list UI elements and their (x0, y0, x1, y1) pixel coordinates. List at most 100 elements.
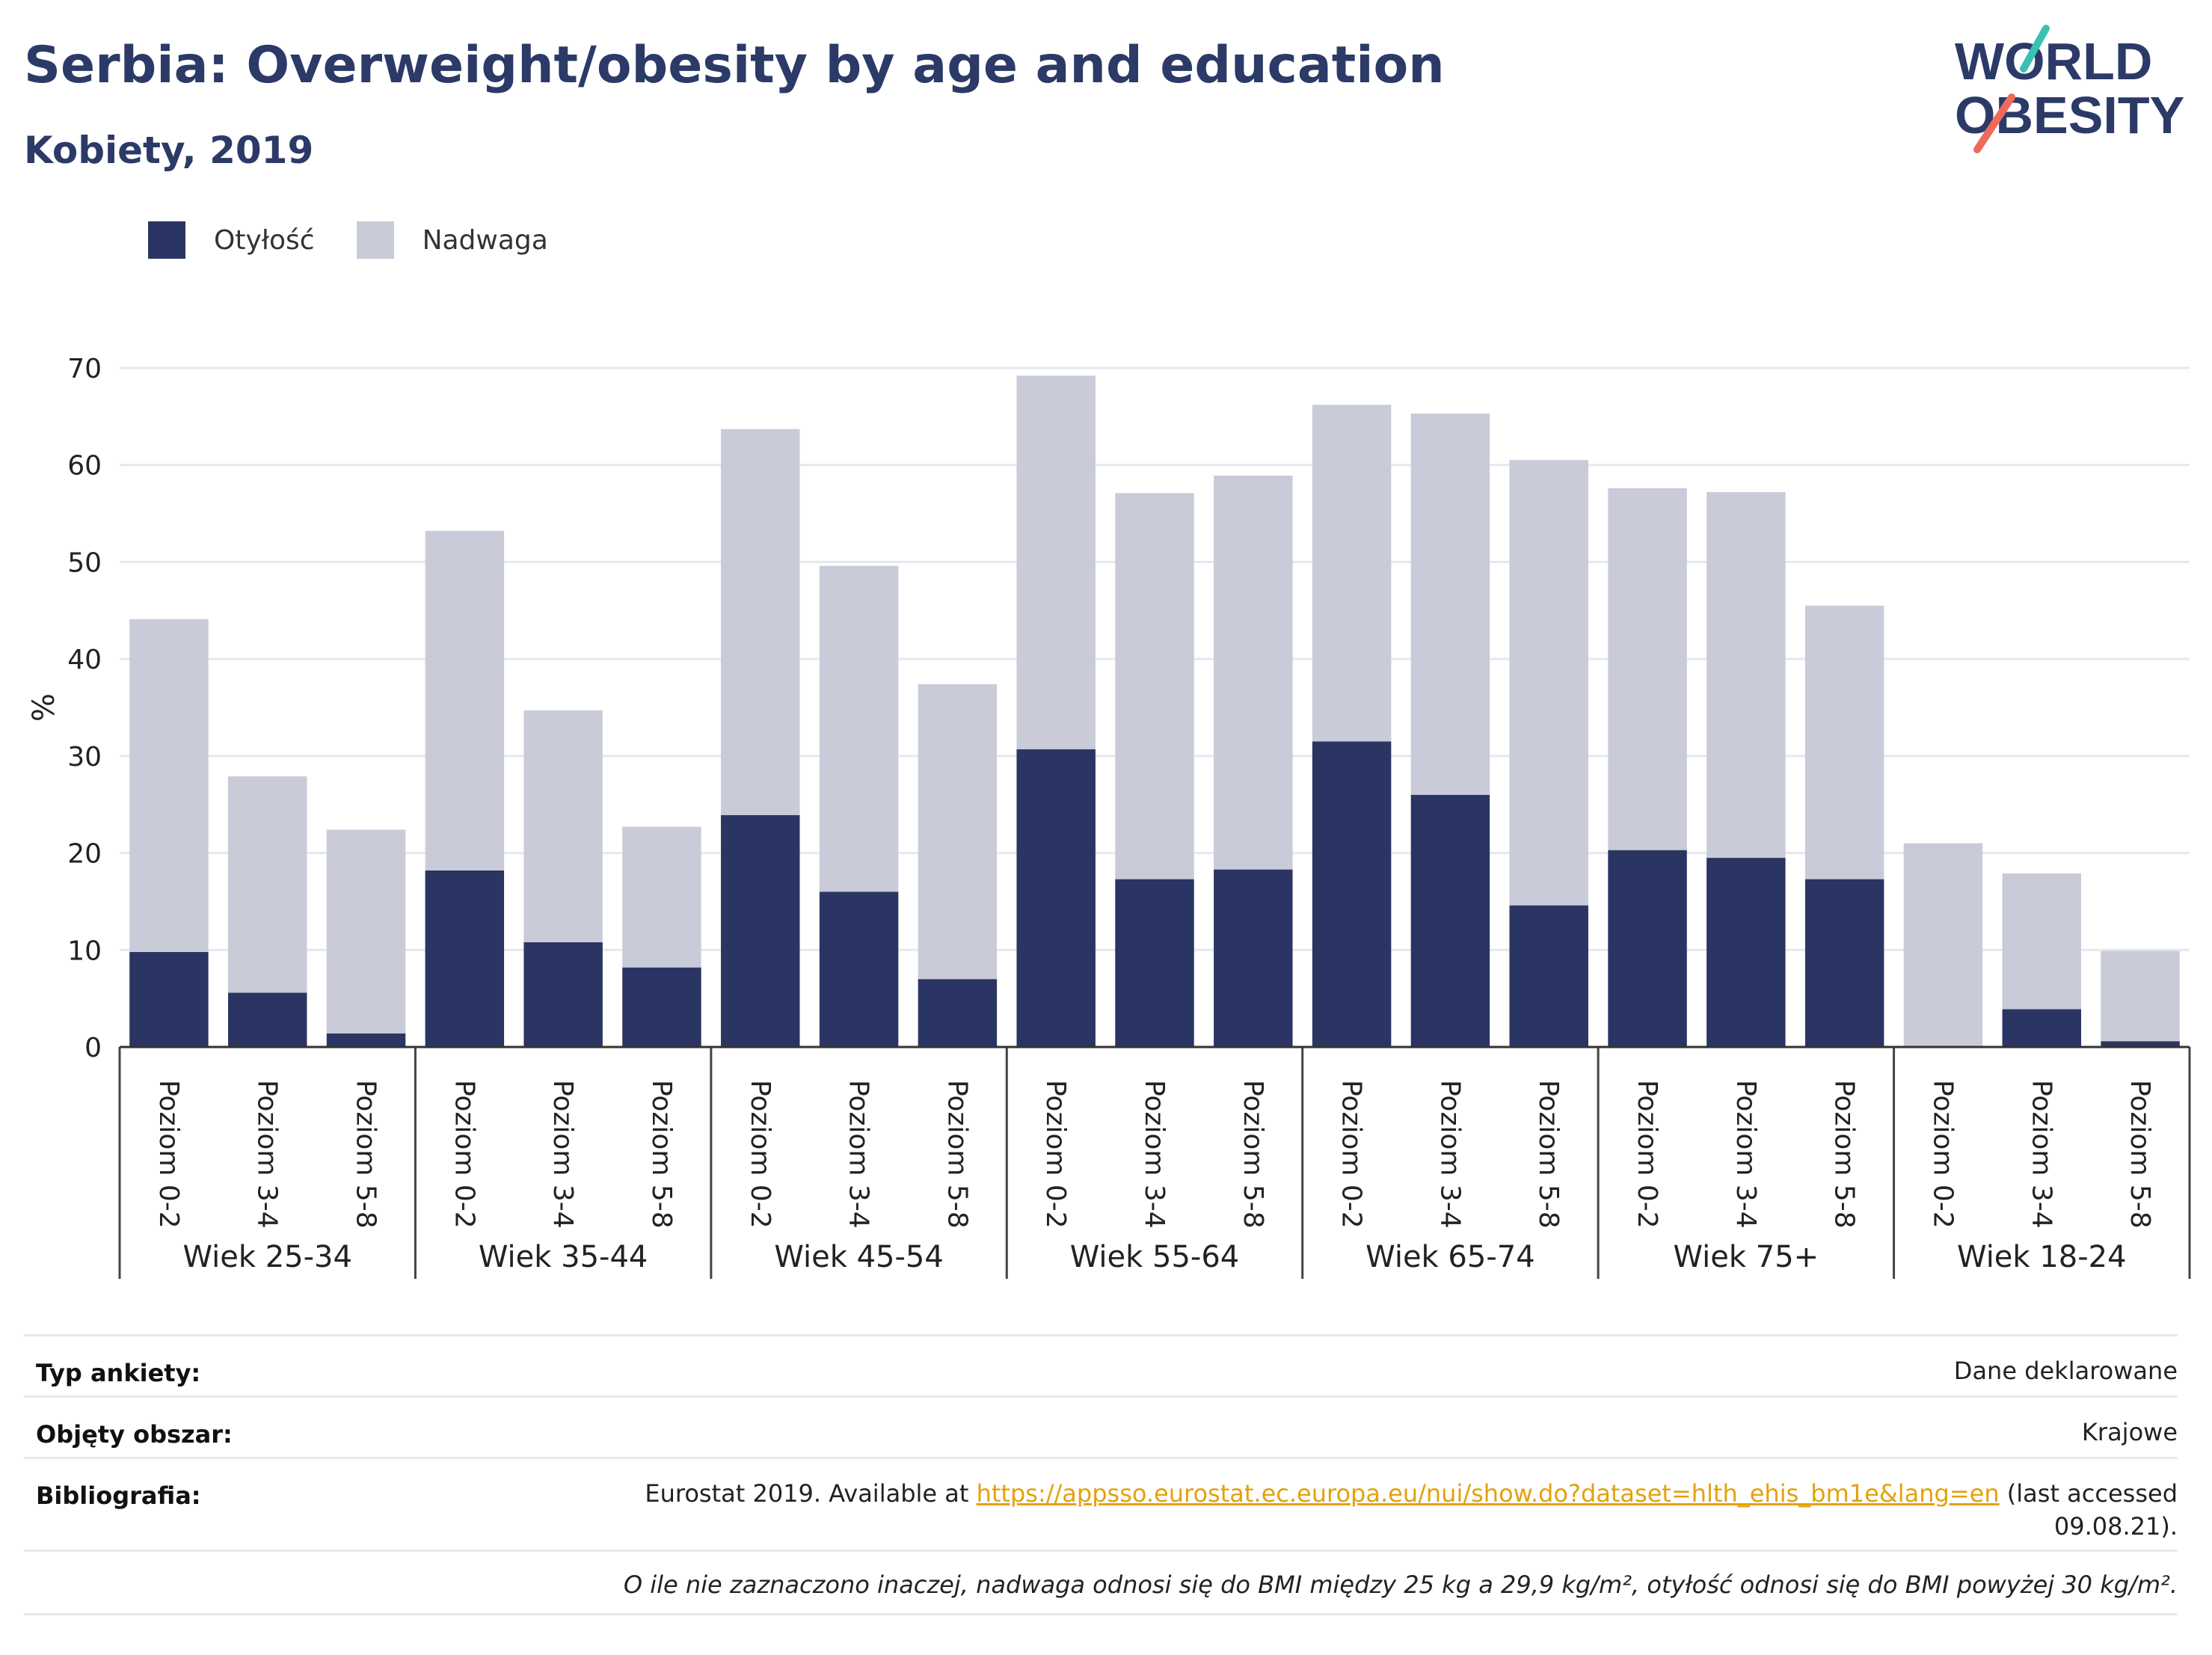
bar-overweight (1608, 488, 1687, 850)
legend-swatch-overweight (356, 221, 394, 259)
category-label: Poziom 3-4 (1730, 1080, 1761, 1229)
category-label: Poziom 0-2 (745, 1080, 775, 1229)
bar-obesity (622, 967, 701, 1047)
group-label: Wiek 65-74 (1365, 1240, 1535, 1274)
bar-overweight (721, 429, 800, 815)
bar-obesity (1608, 850, 1687, 1047)
bar-overweight (918, 684, 998, 980)
bar-overweight (129, 618, 209, 952)
logo-line1: WORLD (1955, 32, 2152, 90)
group-label: Wiek 55-64 (1070, 1240, 1240, 1274)
bar-overweight (425, 530, 505, 871)
group-label: Wiek 18-24 (1957, 1240, 2127, 1274)
survey-label: Typ ankiety: (36, 1359, 201, 1387)
y-tick-label: 20 (67, 839, 102, 870)
world-obesity-logo: WORLD OBESITY (1955, 25, 2184, 153)
bar-obesity (918, 979, 998, 1047)
bar-obesity (2002, 1009, 2082, 1047)
category-label: Poziom 0-2 (1040, 1080, 1071, 1229)
category-label: Poziom 5-8 (646, 1080, 677, 1229)
bibliography-link[interactable]: https://appsso.eurostat.ec.europa.eu/nui… (976, 1479, 2000, 1508)
bar-overweight (326, 829, 406, 1034)
bar-obesity (1509, 905, 1588, 1047)
category-label: Poziom 5-8 (351, 1080, 381, 1229)
bar-obesity (1214, 869, 1293, 1047)
bar-overweight (1016, 375, 1096, 749)
category-label: Poziom 3-4 (252, 1080, 283, 1229)
y-tick-label: 70 (67, 354, 102, 384)
group-label: Wiek 75+ (1674, 1240, 1819, 1274)
bibliography-prefix: Eurostat 2019. Available at (645, 1479, 977, 1508)
category-label: Poziom 5-8 (1829, 1080, 1860, 1229)
category-label: Poziom 3-4 (547, 1080, 578, 1229)
bar-obesity (2101, 1041, 2180, 1047)
bar-obesity (1016, 749, 1096, 1047)
bar-overweight (1509, 460, 1588, 906)
bar-overweight (1115, 493, 1194, 879)
bibliography-suffix: (last accessed (1999, 1479, 2178, 1508)
bibliography-date: 09.08.21). (2053, 1512, 2178, 1541)
bar-obesity (523, 942, 603, 1047)
meta-row-bibliography: Bibliografia: Eurostat 2019. Available a… (24, 1457, 2178, 1552)
category-label: Poziom 0-2 (449, 1080, 479, 1229)
legend-swatch-obesity (148, 221, 185, 259)
bar-obesity (1706, 858, 1786, 1047)
category-label: Poziom 5-8 (1238, 1080, 1268, 1229)
bar-obesity (721, 814, 800, 1047)
bar-overweight (2101, 951, 2180, 1042)
bar-overweight (622, 826, 701, 968)
bar-overweight (2002, 873, 2082, 1010)
meta-row-survey: Typ ankiety: Dane deklarowane (24, 1334, 2178, 1398)
bar-overweight (1804, 605, 1884, 879)
bar-obesity (227, 992, 307, 1047)
legend-label-obesity: Otyłość (214, 224, 315, 256)
bar-obesity (1804, 879, 1884, 1047)
group-label: Wiek 45-54 (774, 1240, 944, 1274)
category-label: Poziom 0-2 (1336, 1080, 1367, 1229)
category-label: Poziom 5-8 (941, 1080, 972, 1229)
category-label: Poziom 0-2 (1927, 1080, 1958, 1229)
logo-slash-teal (2020, 25, 2050, 73)
y-tick-label: 30 (67, 742, 102, 773)
bar-obesity (1410, 794, 1490, 1047)
category-label: Poziom 3-4 (1434, 1080, 1465, 1229)
page-subtitle: Kobiety, 2019 (24, 129, 314, 172)
meta-row-note: O ile nie zaznaczono inaczej, nadwaga od… (24, 1550, 2178, 1615)
group-label: Wiek 35-44 (479, 1240, 648, 1274)
bar-overweight (227, 776, 307, 993)
category-label: Poziom 3-4 (1139, 1080, 1170, 1229)
bar-obesity (1312, 741, 1392, 1047)
logo-slash-coral (1973, 93, 2015, 153)
category-label: Poziom 3-4 (2026, 1080, 2056, 1229)
y-tick-label: 10 (67, 936, 102, 966)
bar-obesity (129, 951, 209, 1047)
bar-obesity (326, 1033, 406, 1047)
bar-overweight (1903, 843, 1983, 1047)
legend-item-overweight: Nadwaga (356, 221, 548, 259)
bar-overweight (1706, 492, 1786, 859)
bar-overweight (1312, 405, 1392, 742)
y-axis-title: % (27, 693, 61, 722)
stacked-bar-chart: 0 10 20 30 40 50 60 70% Poziom 0-2 Poziom 3-4 Pozi… (27, 354, 2191, 1279)
page-title: Serbia: Overweight/obesity by age and ed… (24, 36, 1445, 95)
definition-note: O ile nie zaznaczono inaczej, nadwaga od… (623, 1570, 2178, 1599)
area-value: Krajowe (2081, 1418, 2178, 1446)
y-tick-label: 0 (85, 1033, 102, 1063)
survey-value: Dane deklarowane (1953, 1357, 2178, 1385)
category-label: Poziom 0-2 (1632, 1080, 1662, 1229)
legend-label-overweight: Nadwaga (422, 224, 548, 256)
bar-obesity (1115, 879, 1194, 1047)
group-label: Wiek 25-34 (182, 1240, 352, 1274)
logo-line2: OBESITY (1955, 86, 2184, 144)
category-label: Poziom 5-8 (2125, 1080, 2155, 1229)
bar-overweight (819, 565, 899, 892)
bar-obesity (819, 891, 899, 1047)
chart-legend: Otyłość Nadwaga (148, 221, 590, 259)
bibliography-label: Bibliografia: (36, 1481, 201, 1510)
category-label: Poziom 5-8 (1533, 1080, 1564, 1229)
meta-row-area: Objęty obszar: Krajowe (24, 1395, 2178, 1459)
bar-overweight (1214, 475, 1293, 870)
area-label: Objęty obszar: (36, 1420, 233, 1449)
bar-obesity (425, 870, 505, 1047)
bar-overweight (1410, 413, 1490, 795)
